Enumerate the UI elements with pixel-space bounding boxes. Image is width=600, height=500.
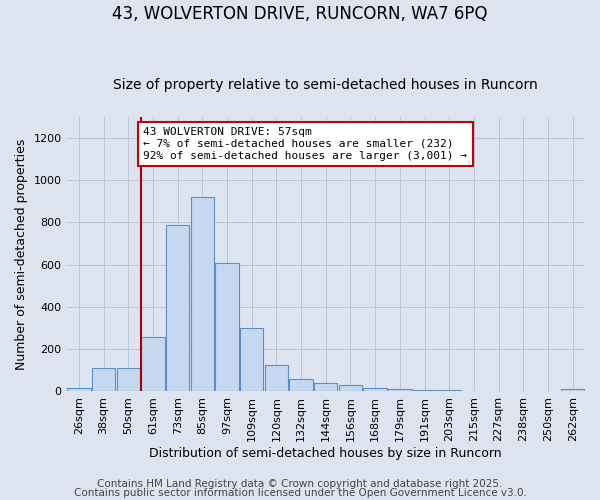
Text: Contains HM Land Registry data © Crown copyright and database right 2025.: Contains HM Land Registry data © Crown c…: [97, 479, 503, 489]
Text: 43 WOLVERTON DRIVE: 57sqm
← 7% of semi-detached houses are smaller (232)
92% of : 43 WOLVERTON DRIVE: 57sqm ← 7% of semi-d…: [143, 128, 467, 160]
Bar: [364, 388, 387, 392]
Title: Size of property relative to semi-detached houses in Runcorn: Size of property relative to semi-detach…: [113, 78, 538, 92]
Bar: [437, 390, 461, 392]
Bar: [339, 385, 362, 392]
X-axis label: Distribution of semi-detached houses by size in Runcorn: Distribution of semi-detached houses by …: [149, 447, 502, 460]
Bar: [67, 388, 91, 392]
Y-axis label: Number of semi-detached properties: Number of semi-detached properties: [15, 138, 28, 370]
Bar: [388, 390, 412, 392]
Bar: [265, 365, 288, 392]
Bar: [413, 390, 436, 392]
Bar: [314, 383, 337, 392]
Bar: [116, 368, 140, 392]
Bar: [561, 390, 584, 392]
Bar: [92, 368, 115, 392]
Bar: [141, 336, 164, 392]
Bar: [215, 262, 239, 392]
Bar: [240, 328, 263, 392]
Bar: [166, 224, 190, 392]
Text: Contains public sector information licensed under the Open Government Licence v3: Contains public sector information licen…: [74, 488, 526, 498]
Text: 43, WOLVERTON DRIVE, RUNCORN, WA7 6PQ: 43, WOLVERTON DRIVE, RUNCORN, WA7 6PQ: [112, 5, 488, 23]
Bar: [191, 197, 214, 392]
Bar: [289, 379, 313, 392]
